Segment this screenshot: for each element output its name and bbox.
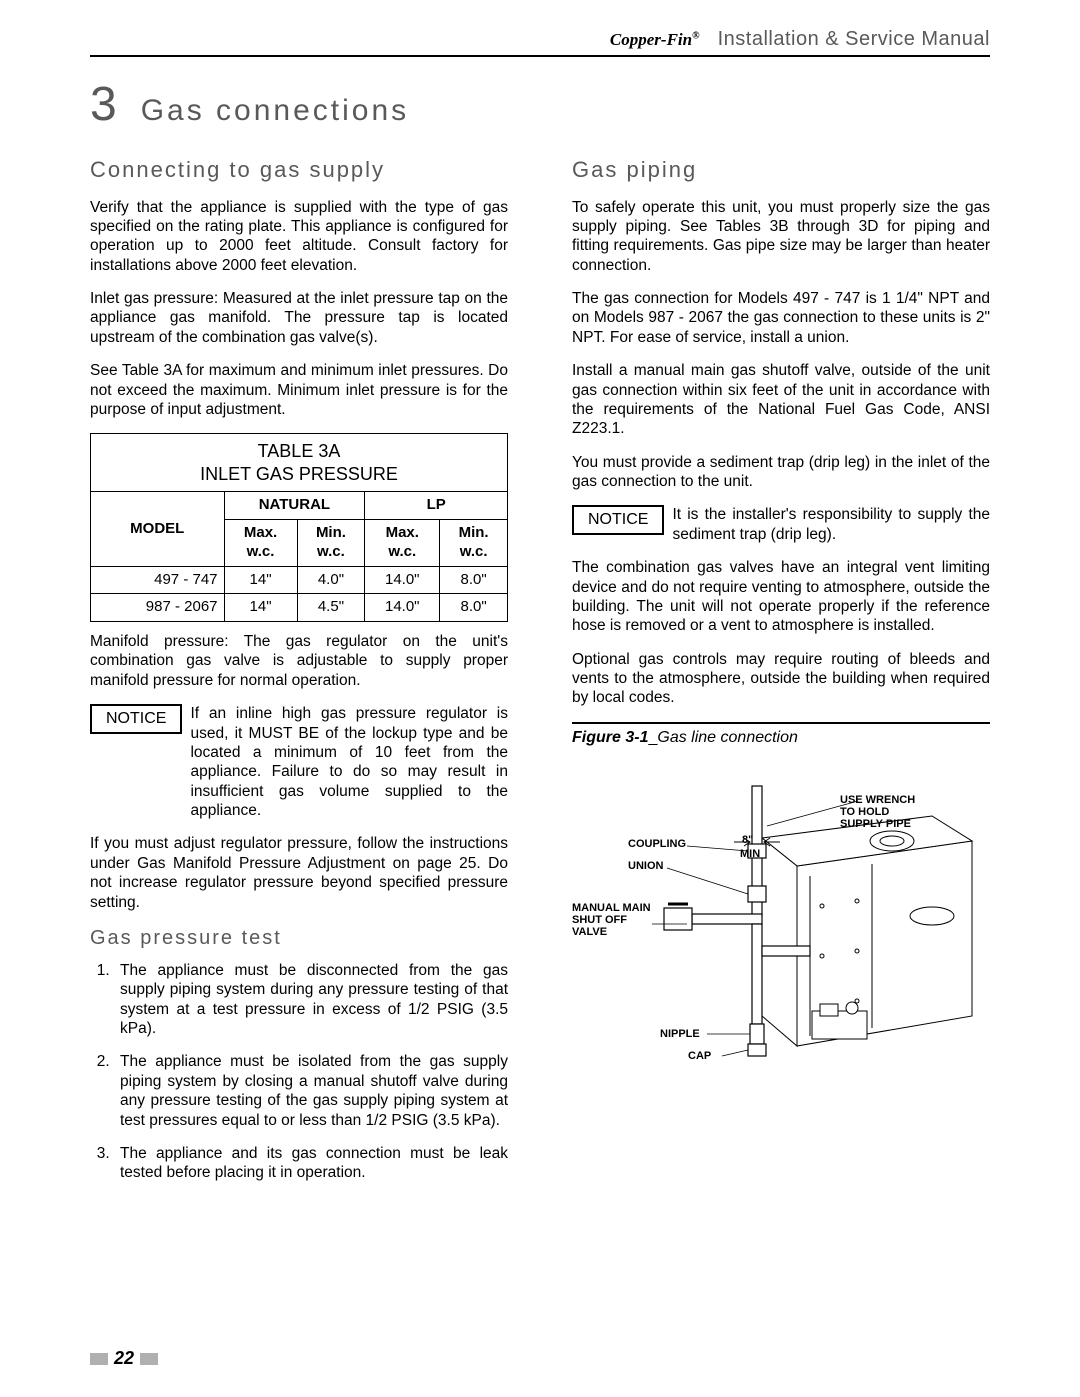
chapter-number: 3 xyxy=(90,77,117,132)
label-min: MIN xyxy=(740,848,760,860)
page-header: Copper-Fin® Installation & Service Manua… xyxy=(90,28,990,57)
figure-3-1: USE WRENCH TO HOLD SUPPLY PIPE COUPLING … xyxy=(572,756,990,1086)
para: Install a manual main gas shutoff valve,… xyxy=(572,361,990,439)
label-wrench: USE WRENCH TO HOLD SUPPLY PIPE xyxy=(840,794,915,830)
notice-label: NOTICE xyxy=(90,704,182,734)
para: If you must adjust regulator pressure, f… xyxy=(90,834,508,912)
notice-block: NOTICE It is the installer's responsibil… xyxy=(572,505,990,544)
left-column: Connecting to gas supply Verify that the… xyxy=(90,156,508,1197)
para: Optional gas controls may require routin… xyxy=(572,650,990,708)
notice-block: NOTICE If an inline high gas pressure re… xyxy=(90,704,508,820)
list-item: The appliance and its gas connection mus… xyxy=(114,1144,508,1183)
para: You must provide a sediment trap (drip l… xyxy=(572,453,990,492)
para: The combination gas valves have an integ… xyxy=(572,558,990,636)
para: The gas connection for Models 497 - 747 … xyxy=(572,289,990,347)
steps-list: The appliance must be disconnected from … xyxy=(90,961,508,1183)
list-item: The appliance must be isolated from the … xyxy=(114,1052,508,1130)
label-cap: CAP xyxy=(688,1050,711,1062)
para: Manifold pressure: The gas regulator on … xyxy=(90,632,508,690)
page-number: 22 xyxy=(90,1348,158,1369)
figure-caption: Figure 3-1_Gas line connection xyxy=(572,722,990,748)
label-valve: MANUAL MAIN SHUT OFF VALVE xyxy=(572,902,651,938)
label-nipple: NIPPLE xyxy=(660,1028,700,1040)
chapter-heading: 3 Gas connections xyxy=(90,77,990,132)
label-8in: 8" xyxy=(742,834,753,846)
two-column-body: Connecting to gas supply Verify that the… xyxy=(90,156,990,1197)
para: Verify that the appliance is supplied wi… xyxy=(90,198,508,276)
notice-text: It is the installer's responsibility to … xyxy=(672,505,990,544)
right-column: Gas piping To safely operate this unit, … xyxy=(572,156,990,1086)
chapter-title: Gas connections xyxy=(141,94,409,128)
label-coupling: COUPLING xyxy=(628,838,686,850)
brand-name: Copper-Fin® xyxy=(610,30,700,50)
notice-text: If an inline high gas pressure regulator… xyxy=(190,704,508,820)
table-row: 497 - 747 14" 4.0" 14.0" 8.0" xyxy=(91,566,508,594)
table-3a: TABLE 3A INLET GAS PRESSURE MODEL NATURA… xyxy=(90,433,508,622)
para: To safely operate this unit, you must pr… xyxy=(572,198,990,276)
heading-gas-piping: Gas piping xyxy=(572,156,990,184)
page-num-decor-icon xyxy=(140,1353,158,1365)
label-union: UNION xyxy=(628,860,663,872)
para: Inlet gas pressure: Measured at the inle… xyxy=(90,289,508,347)
page-num-decor-icon xyxy=(90,1353,108,1365)
table-row: 987 - 2067 14" 4.5" 14.0" 8.0" xyxy=(91,594,508,622)
heading-connecting: Connecting to gas supply xyxy=(90,156,508,184)
para: See Table 3A for maximum and minimum inl… xyxy=(90,361,508,419)
heading-pressure-test: Gas pressure test xyxy=(90,926,508,951)
list-item: The appliance must be disconnected from … xyxy=(114,961,508,1039)
notice-label: NOTICE xyxy=(572,505,664,535)
manual-title: Installation & Service Manual xyxy=(718,28,990,51)
